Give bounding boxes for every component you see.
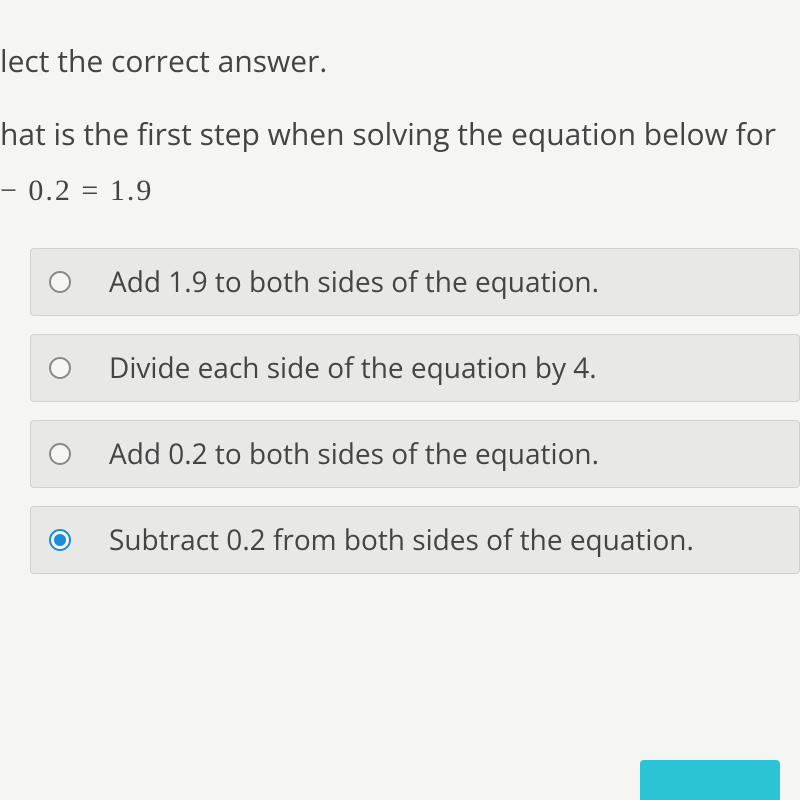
question-text: hat is the first step when solving the e… — [0, 113, 800, 154]
radio-icon[interactable] — [49, 443, 71, 465]
option-b[interactable]: Divide each side of the equation by 4. — [30, 334, 800, 402]
footer — [640, 760, 780, 800]
option-d[interactable]: Subtract 0.2 from both sides of the equa… — [30, 506, 800, 574]
option-label: Divide each side of the equation by 4. — [109, 349, 597, 387]
options-list: Add 1.9 to both sides of the equation. D… — [0, 248, 800, 574]
option-a[interactable]: Add 1.9 to both sides of the equation. — [30, 248, 800, 316]
option-c[interactable]: Add 0.2 to both sides of the equation. — [30, 420, 800, 488]
quiz-content: lect the correct answer. hat is the firs… — [0, 0, 800, 574]
equation-text: − 0.2 = 1.9 — [0, 174, 800, 208]
radio-icon[interactable] — [49, 529, 71, 551]
option-label: Add 1.9 to both sides of the equation. — [109, 263, 599, 301]
option-label: Add 0.2 to both sides of the equation. — [109, 435, 599, 473]
next-button[interactable] — [640, 760, 780, 800]
radio-icon[interactable] — [49, 271, 71, 293]
radio-icon[interactable] — [49, 357, 71, 379]
option-label: Subtract 0.2 from both sides of the equa… — [109, 521, 694, 559]
instruction-text: lect the correct answer. — [0, 40, 800, 81]
